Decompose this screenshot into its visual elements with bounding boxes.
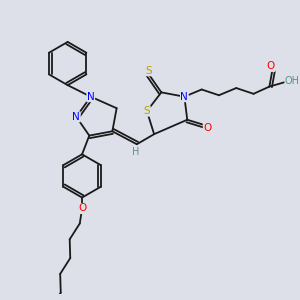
Text: O: O <box>203 123 211 134</box>
Text: H: H <box>132 147 139 157</box>
Text: OH: OH <box>285 76 300 86</box>
Text: N: N <box>87 92 94 102</box>
Text: O: O <box>267 61 275 71</box>
Text: S: S <box>145 66 152 76</box>
Text: N: N <box>72 112 80 122</box>
Text: S: S <box>144 106 150 116</box>
Text: O: O <box>78 203 86 214</box>
Text: N: N <box>181 92 188 102</box>
